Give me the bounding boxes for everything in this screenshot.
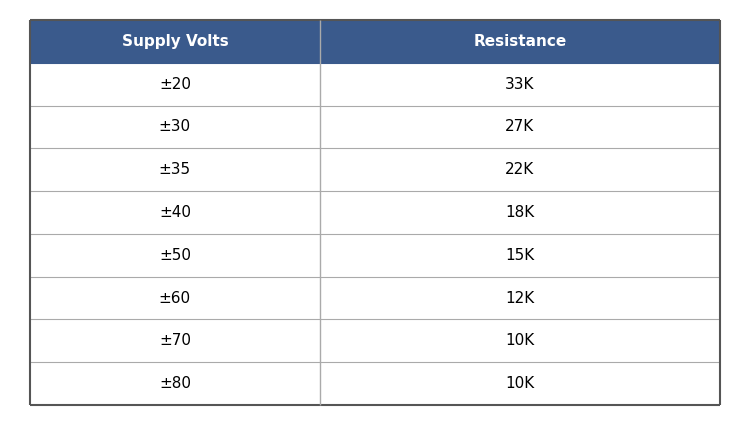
Text: 10K: 10K bbox=[506, 333, 535, 348]
Bar bbox=[30, 277, 320, 319]
Text: 22K: 22K bbox=[506, 162, 535, 177]
Text: 18K: 18K bbox=[506, 205, 535, 220]
Bar bbox=[320, 106, 720, 148]
Bar bbox=[320, 362, 720, 405]
Bar bbox=[320, 319, 720, 362]
Text: 12K: 12K bbox=[506, 291, 535, 305]
Text: ±35: ±35 bbox=[159, 162, 191, 177]
Bar bbox=[320, 234, 720, 277]
Text: 10K: 10K bbox=[506, 376, 535, 391]
Text: Resistance: Resistance bbox=[473, 34, 566, 49]
Bar bbox=[30, 362, 320, 405]
Text: Supply Volts: Supply Volts bbox=[122, 34, 228, 49]
Text: ±80: ±80 bbox=[159, 376, 191, 391]
Text: 27K: 27K bbox=[506, 119, 535, 135]
Bar bbox=[30, 319, 320, 362]
Bar bbox=[30, 191, 320, 234]
Text: ±60: ±60 bbox=[159, 291, 191, 305]
Bar bbox=[30, 63, 320, 106]
Text: 33K: 33K bbox=[506, 77, 535, 92]
Bar bbox=[30, 234, 320, 277]
Text: ±30: ±30 bbox=[159, 119, 191, 135]
Bar bbox=[320, 20, 720, 63]
Bar bbox=[320, 63, 720, 106]
Text: ±70: ±70 bbox=[159, 333, 191, 348]
Bar bbox=[320, 191, 720, 234]
Bar bbox=[30, 20, 320, 63]
Text: 15K: 15K bbox=[506, 248, 535, 263]
Text: ±50: ±50 bbox=[159, 248, 191, 263]
Bar bbox=[30, 148, 320, 191]
Text: ±20: ±20 bbox=[159, 77, 191, 92]
Bar bbox=[320, 277, 720, 319]
Bar bbox=[30, 106, 320, 148]
Bar bbox=[320, 148, 720, 191]
Text: ±40: ±40 bbox=[159, 205, 191, 220]
